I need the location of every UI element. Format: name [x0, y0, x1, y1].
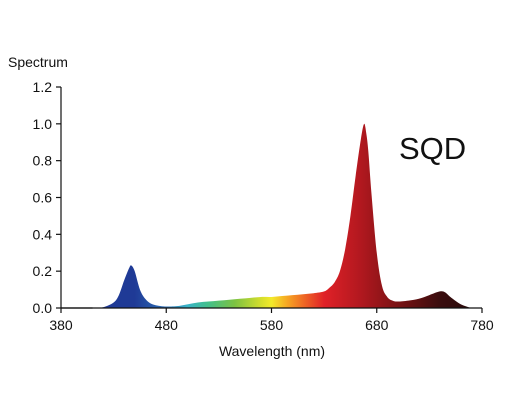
y-tick-label: 1.0	[33, 116, 53, 132]
spectrum-area	[92, 123, 472, 308]
y-tick-label: 1.2	[33, 79, 53, 95]
y-tick-label: 0.2	[33, 263, 53, 279]
y-tick-label: 0.0	[33, 300, 53, 316]
y-tick-label: 0.4	[33, 226, 53, 242]
x-tick-label: 680	[365, 317, 389, 333]
x-tick-label: 380	[49, 317, 73, 333]
x-axis-label: Wavelength (nm)	[219, 343, 325, 359]
x-tick-label: 580	[260, 317, 284, 333]
x-ticks: 380 480 580 680 780	[49, 308, 494, 333]
y-axis-label: Spectrum	[8, 54, 68, 70]
sqd-annotation: SQD	[399, 131, 466, 166]
y-ticks: 0.0 0.2 0.4 0.6 0.8 1.0 1.2	[33, 79, 61, 316]
y-tick-label: 0.8	[33, 153, 53, 169]
x-tick-label: 780	[470, 317, 494, 333]
x-tick-label: 480	[155, 317, 179, 333]
y-tick-label: 0.6	[33, 190, 53, 206]
